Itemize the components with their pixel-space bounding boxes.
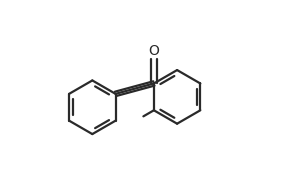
Text: O: O — [148, 44, 159, 58]
